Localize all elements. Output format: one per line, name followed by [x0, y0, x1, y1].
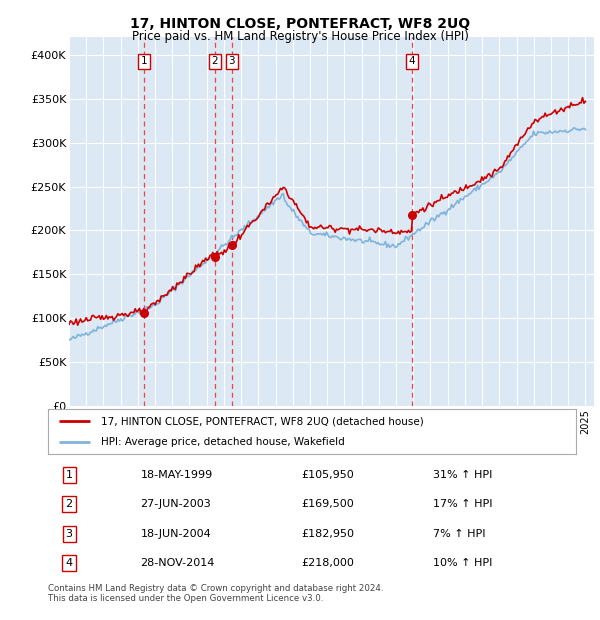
Text: 2: 2 [65, 499, 73, 509]
Text: 18-JUN-2004: 18-JUN-2004 [140, 529, 211, 539]
Text: 3: 3 [229, 56, 235, 66]
Text: 1: 1 [65, 470, 73, 480]
Text: 3: 3 [65, 529, 73, 539]
Text: 17, HINTON CLOSE, PONTEFRACT, WF8 2UQ: 17, HINTON CLOSE, PONTEFRACT, WF8 2UQ [130, 17, 470, 32]
Text: £105,950: £105,950 [301, 470, 354, 480]
Text: 31% ↑ HPI: 31% ↑ HPI [433, 470, 493, 480]
Text: 17, HINTON CLOSE, PONTEFRACT, WF8 2UQ (detached house): 17, HINTON CLOSE, PONTEFRACT, WF8 2UQ (d… [101, 416, 424, 427]
Text: Price paid vs. HM Land Registry's House Price Index (HPI): Price paid vs. HM Land Registry's House … [131, 30, 469, 43]
Text: 4: 4 [65, 558, 73, 568]
Text: 27-JUN-2003: 27-JUN-2003 [140, 499, 211, 509]
Text: HPI: Average price, detached house, Wakefield: HPI: Average price, detached house, Wake… [101, 436, 344, 447]
Text: 7% ↑ HPI: 7% ↑ HPI [433, 529, 486, 539]
Text: 18-MAY-1999: 18-MAY-1999 [140, 470, 212, 480]
Text: 1: 1 [141, 56, 148, 66]
Text: £169,500: £169,500 [301, 499, 354, 509]
Text: 4: 4 [409, 56, 415, 66]
Text: £218,000: £218,000 [301, 558, 355, 568]
Text: 2: 2 [212, 56, 218, 66]
Text: 17% ↑ HPI: 17% ↑ HPI [433, 499, 493, 509]
Text: 10% ↑ HPI: 10% ↑ HPI [433, 558, 493, 568]
Text: £182,950: £182,950 [301, 529, 355, 539]
Text: Contains HM Land Registry data © Crown copyright and database right 2024.
This d: Contains HM Land Registry data © Crown c… [48, 584, 383, 603]
Text: 28-NOV-2014: 28-NOV-2014 [140, 558, 215, 568]
